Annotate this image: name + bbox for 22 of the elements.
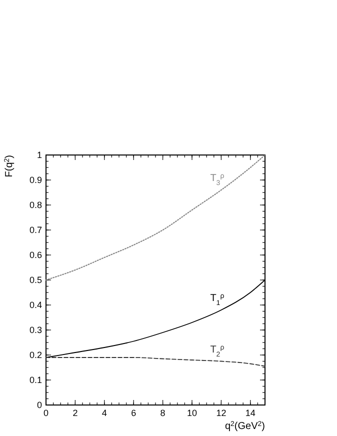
y-tick-label: 0.1: [29, 375, 42, 385]
line-series: [46, 357, 266, 367]
y-tick-label: 0.5: [29, 275, 42, 285]
x-tick-label: 0: [43, 408, 49, 418]
x-tick-label: 10: [186, 408, 198, 418]
x-tick-label: 14: [245, 408, 256, 418]
x-axis-title: q$^{2}$(GeV$^{2}$): [224, 420, 265, 432]
y-tick-label: 0.4: [29, 300, 42, 310]
y-tick-label: 0.2: [29, 350, 42, 360]
x-tick-label: 8: [160, 408, 166, 418]
x-tick-label: 2: [72, 408, 78, 418]
x-tick-label: 12: [216, 408, 226, 418]
y-tick-label: 0.6: [29, 250, 42, 260]
y-tick-label: 0.3: [29, 325, 42, 335]
y-tick-label: 0.9: [29, 175, 42, 185]
y-tick-label: 0.8: [29, 200, 42, 210]
x-tick-label: 6: [131, 408, 136, 418]
y-tick-label: 0.7: [29, 225, 42, 235]
y-tick-label: 0: [36, 400, 42, 410]
x-tick-label: 4: [102, 408, 107, 418]
y-tick-label: 1: [36, 150, 42, 160]
line-series: [45, 154, 266, 281]
